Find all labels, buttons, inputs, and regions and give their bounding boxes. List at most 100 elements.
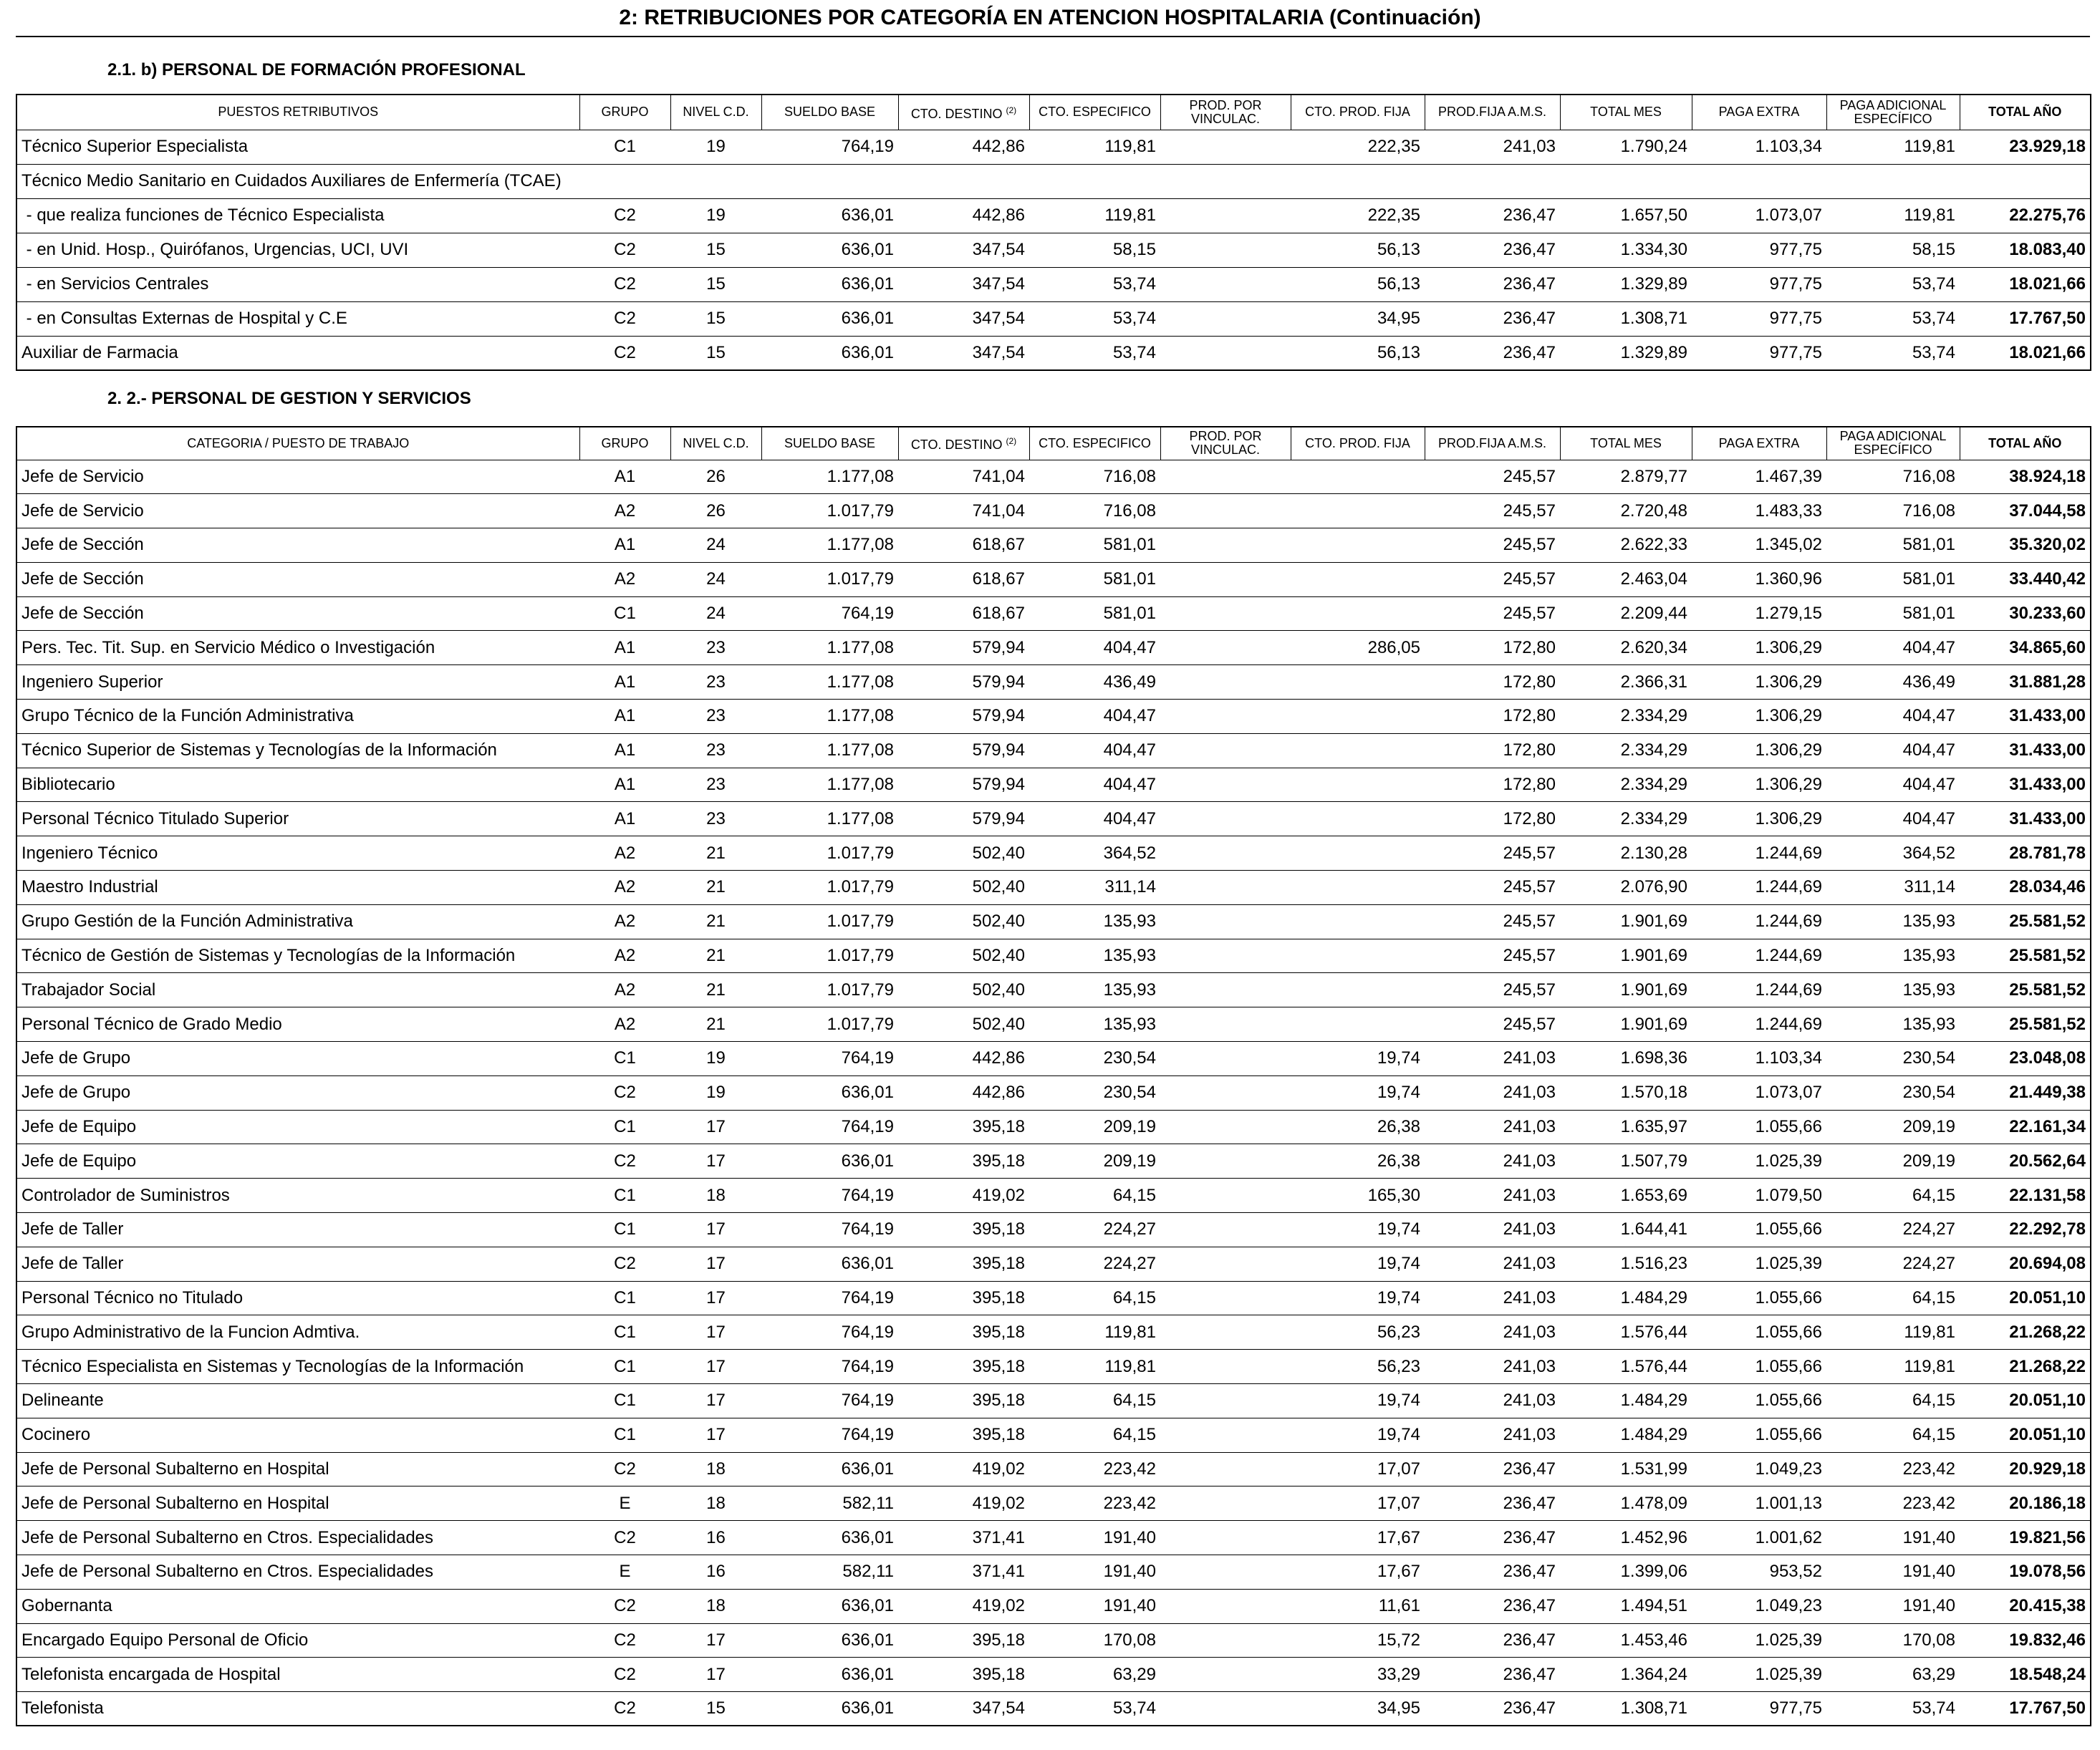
cell: 241,03 [1425,1280,1560,1315]
cell: 1.017,79 [761,972,898,1007]
cell: 18.083,40 [1960,232,2091,267]
row-label: - en Unid. Hosp., Quirófanos, Urgencias,… [16,232,579,267]
empty-cell [1160,335,1291,370]
cell: 170,08 [1029,1623,1160,1658]
cell: 1.901,69 [1560,972,1692,1007]
cell: 25.581,52 [1960,904,2091,939]
cell: 1.244,69 [1692,1007,1826,1042]
table-row: Técnico Superior de Sistemas y Tecnologí… [16,733,2091,768]
cell: 172,80 [1425,699,1560,734]
row-label: Jefe de Personal Subalterno en Hospital [16,1451,579,1486]
cell: 21 [670,904,761,939]
cell: C1 [579,1178,670,1213]
cell: 502,40 [898,870,1029,905]
cell: 119,81 [1826,129,1960,164]
cell: 1.452,96 [1560,1520,1692,1555]
cell: C2 [579,1246,670,1282]
cell: 37.044,58 [1960,493,2091,528]
cell: 224,27 [1826,1246,1960,1282]
table-row: Jefe de Servicio A2 26 1.017,79 741,04 716,08… [16,493,2091,528]
cell: 1.901,69 [1560,938,1692,973]
row-label: Jefe de Taller [16,1212,579,1247]
cell: 16 [670,1555,761,1590]
cell: 395,18 [898,1657,1029,1692]
cell: 1.017,79 [761,1007,898,1042]
cell: 22.161,34 [1960,1109,2091,1144]
cell: 1.073,07 [1692,198,1826,233]
cell: 15 [670,335,761,370]
cell: 31.881,28 [1960,664,2091,700]
cell: 64,15 [1826,1417,1960,1453]
empty-cell [1160,1691,1291,1726]
empty-cell [1160,1007,1291,1042]
row-label: Grupo Gestión de la Función Administrati… [16,904,579,939]
empty-cell [1160,664,1291,700]
empty-cell [1160,767,1291,802]
table-row: Ingeniero Técnico A2 21 1.017,79 502,40 364,5… [16,836,2091,871]
table-row: Personal Técnico no Titulado C1 17 764,19 39… [16,1280,2091,1315]
empty-cell [1160,1623,1291,1658]
cell: 16 [670,1520,761,1555]
cell: 58,15 [1826,232,1960,267]
cell: 21.449,38 [1960,1075,2091,1111]
cell: 311,14 [1826,870,1960,905]
empty-cell [1160,1280,1291,1315]
cell: 764,19 [761,129,898,164]
cell: 53,74 [1029,1691,1160,1726]
cell: 395,18 [898,1349,1029,1384]
row-label: Jefe de Personal Subalterno en Ctros. Es… [16,1520,579,1555]
row-label: Jefe de Sección [16,561,579,597]
cell: 25.581,52 [1960,938,2091,973]
cell: 2.334,29 [1560,767,1692,802]
cell: 764,19 [761,1212,898,1247]
cell: 17 [670,1315,761,1350]
cell: 135,93 [1029,1007,1160,1042]
row-label: Jefe de Sección [16,596,579,631]
cell: 395,18 [898,1280,1029,1315]
cell: 1.484,29 [1560,1383,1692,1418]
empty-cell [1291,596,1425,631]
cell: 18 [670,1486,761,1521]
cell: A1 [579,664,670,700]
cell: 442,86 [898,1075,1029,1111]
cell: 23 [670,630,761,665]
cell: 223,42 [1826,1451,1960,1486]
table-row: Jefe de Grupo C1 19 764,19 442,86 230,54 19,74… [16,1041,2091,1076]
cell: 636,01 [761,1657,898,1692]
table-row: Jefe de Taller C1 17 764,19 395,18 224,27 19,7… [16,1212,2091,1247]
empty-cell [1160,972,1291,1007]
empty-cell [1291,528,1425,563]
row-label: - que realiza funciones de Técnico Espec… [16,198,579,233]
cell: 17 [670,1657,761,1692]
cell: 245,57 [1425,870,1560,905]
cell: 58,15 [1029,232,1160,267]
cell: 2.334,29 [1560,733,1692,768]
cell: A2 [579,836,670,871]
empty-cell [1160,1109,1291,1144]
cell: 395,18 [898,1212,1029,1247]
cell: 241,03 [1425,1315,1560,1350]
cell: 20.051,10 [1960,1417,2091,1453]
empty-cell [1160,301,1291,336]
cell: 2.209,44 [1560,596,1692,631]
cell: 764,19 [761,1315,898,1350]
empty-cell [1291,561,1425,597]
cell: 19,74 [1291,1417,1425,1453]
cell: 1.334,30 [1560,232,1692,267]
cell: 395,18 [898,1246,1029,1282]
cell: 64,15 [1029,1178,1160,1213]
cell: 1.055,66 [1692,1383,1826,1418]
cell: 245,57 [1425,561,1560,597]
cell: 64,15 [1826,1383,1960,1418]
cell: 15 [670,1691,761,1726]
cell: C2 [579,198,670,233]
cell: 347,54 [898,335,1029,370]
cell: 1.177,08 [761,664,898,700]
cell: 17,07 [1291,1451,1425,1486]
cell: 11,61 [1291,1588,1425,1624]
cell: 1.306,29 [1692,630,1826,665]
cell: 582,11 [761,1486,898,1521]
cell: E [579,1486,670,1521]
row-label: Técnico Especialista en Sistemas y Tecno… [16,1349,579,1384]
empty-cell [1291,699,1425,734]
